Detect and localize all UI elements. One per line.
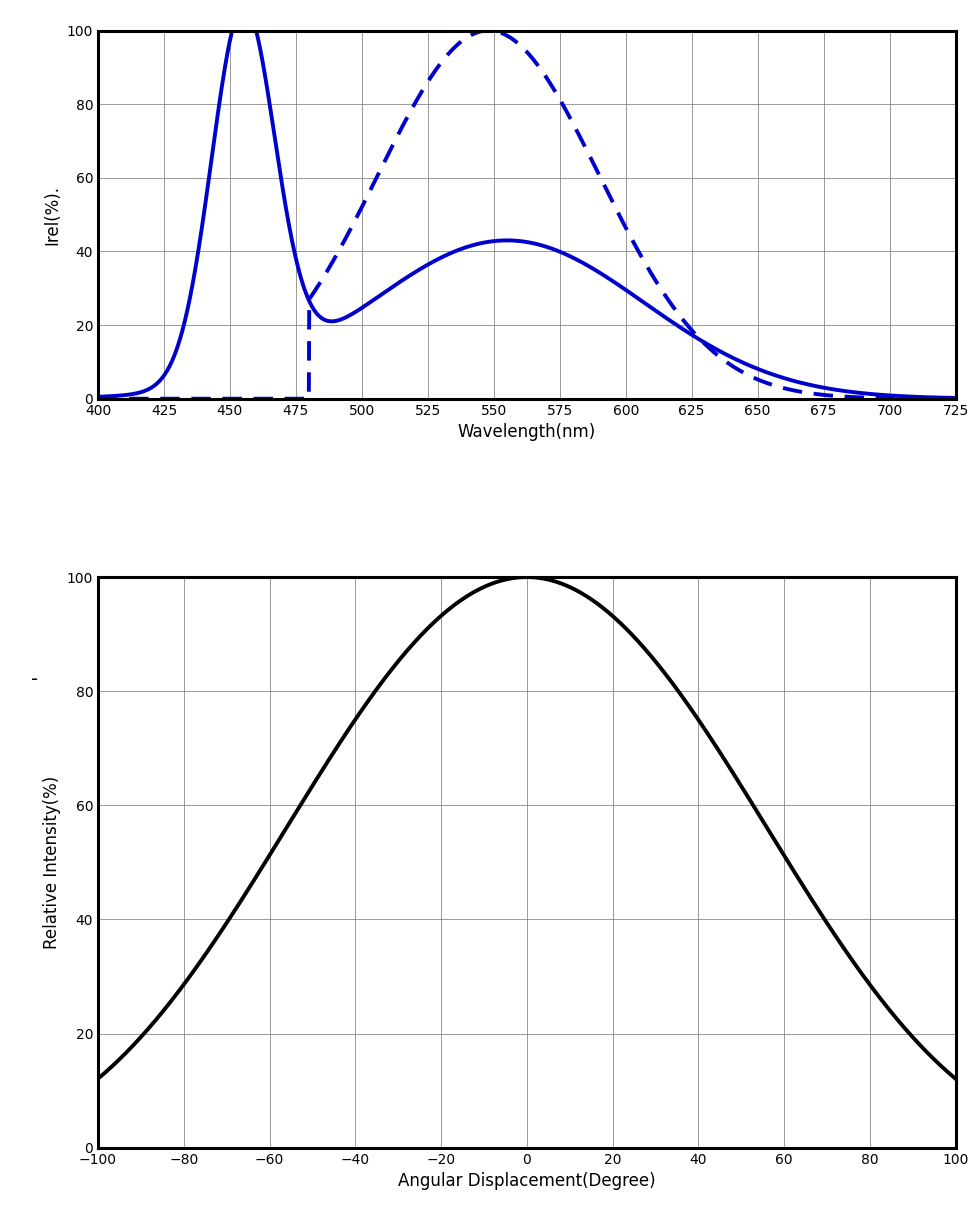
X-axis label: Angular Displacement(Degree): Angular Displacement(Degree): [398, 1172, 656, 1190]
Text: -: -: [30, 670, 38, 690]
Y-axis label: Relative Intensity(%): Relative Intensity(%): [43, 775, 61, 949]
X-axis label: Wavelength(nm): Wavelength(nm): [458, 424, 596, 441]
Y-axis label: Irel(%).: Irel(%).: [43, 184, 61, 244]
